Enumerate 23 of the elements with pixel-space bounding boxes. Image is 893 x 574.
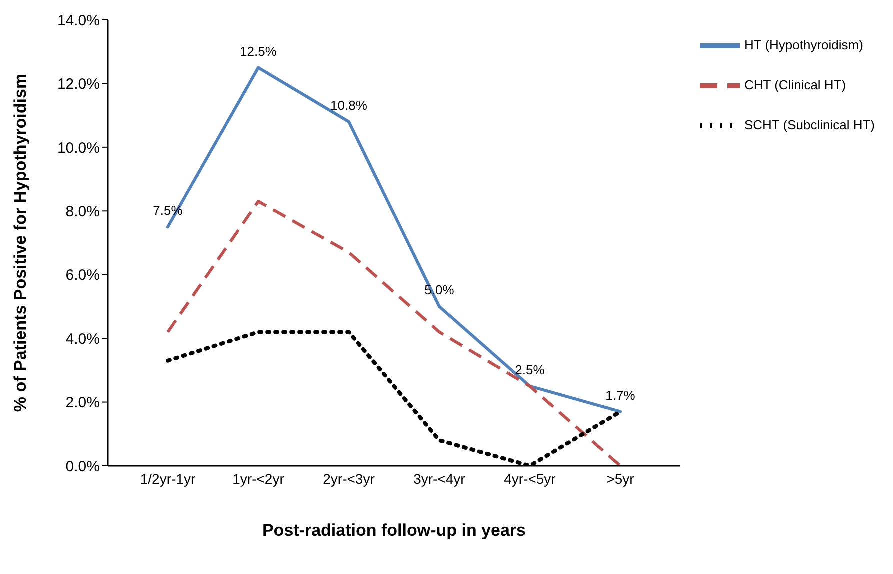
x-tick-label: 3yr-<4yr bbox=[414, 470, 466, 487]
legend-label: SCHT (Subclinical HT) bbox=[744, 117, 875, 132]
data-label: 12.5% bbox=[240, 44, 278, 59]
legend-label: HT (Hypothyroidism) bbox=[744, 37, 864, 52]
y-tick-label: 12.0% bbox=[57, 76, 100, 94]
y-tick-label: 6.0% bbox=[66, 267, 100, 284]
legend-label: CHT (Clinical HT) bbox=[744, 77, 846, 92]
y-tick-label: 8.0% bbox=[66, 203, 100, 220]
data-label: 10.8% bbox=[330, 98, 368, 113]
x-tick-label: 2yr-<3yr bbox=[323, 470, 376, 487]
x-tick-label: 1yr-<2yr bbox=[232, 470, 285, 487]
y-tick-label: 14.0% bbox=[57, 12, 100, 30]
x-tick-label: 1/2yr-1yr bbox=[140, 470, 196, 487]
x-axis-title: Post-radiation follow-up in years bbox=[262, 521, 526, 540]
y-tick-label: 0.0% bbox=[66, 458, 100, 476]
y-tick-label: 2.0% bbox=[66, 394, 100, 412]
y-tick-label: 4.0% bbox=[66, 330, 100, 348]
x-tick-label: >5yr bbox=[606, 470, 635, 487]
x-tick-label: 4yr-<5yr bbox=[504, 470, 556, 487]
data-label: 1.7% bbox=[606, 388, 636, 403]
data-label: 2.5% bbox=[515, 362, 546, 378]
y-tick-label: 10.0% bbox=[57, 140, 100, 157]
y-axis-title: % of Patients Positive for Hypothyroidism bbox=[11, 74, 30, 412]
